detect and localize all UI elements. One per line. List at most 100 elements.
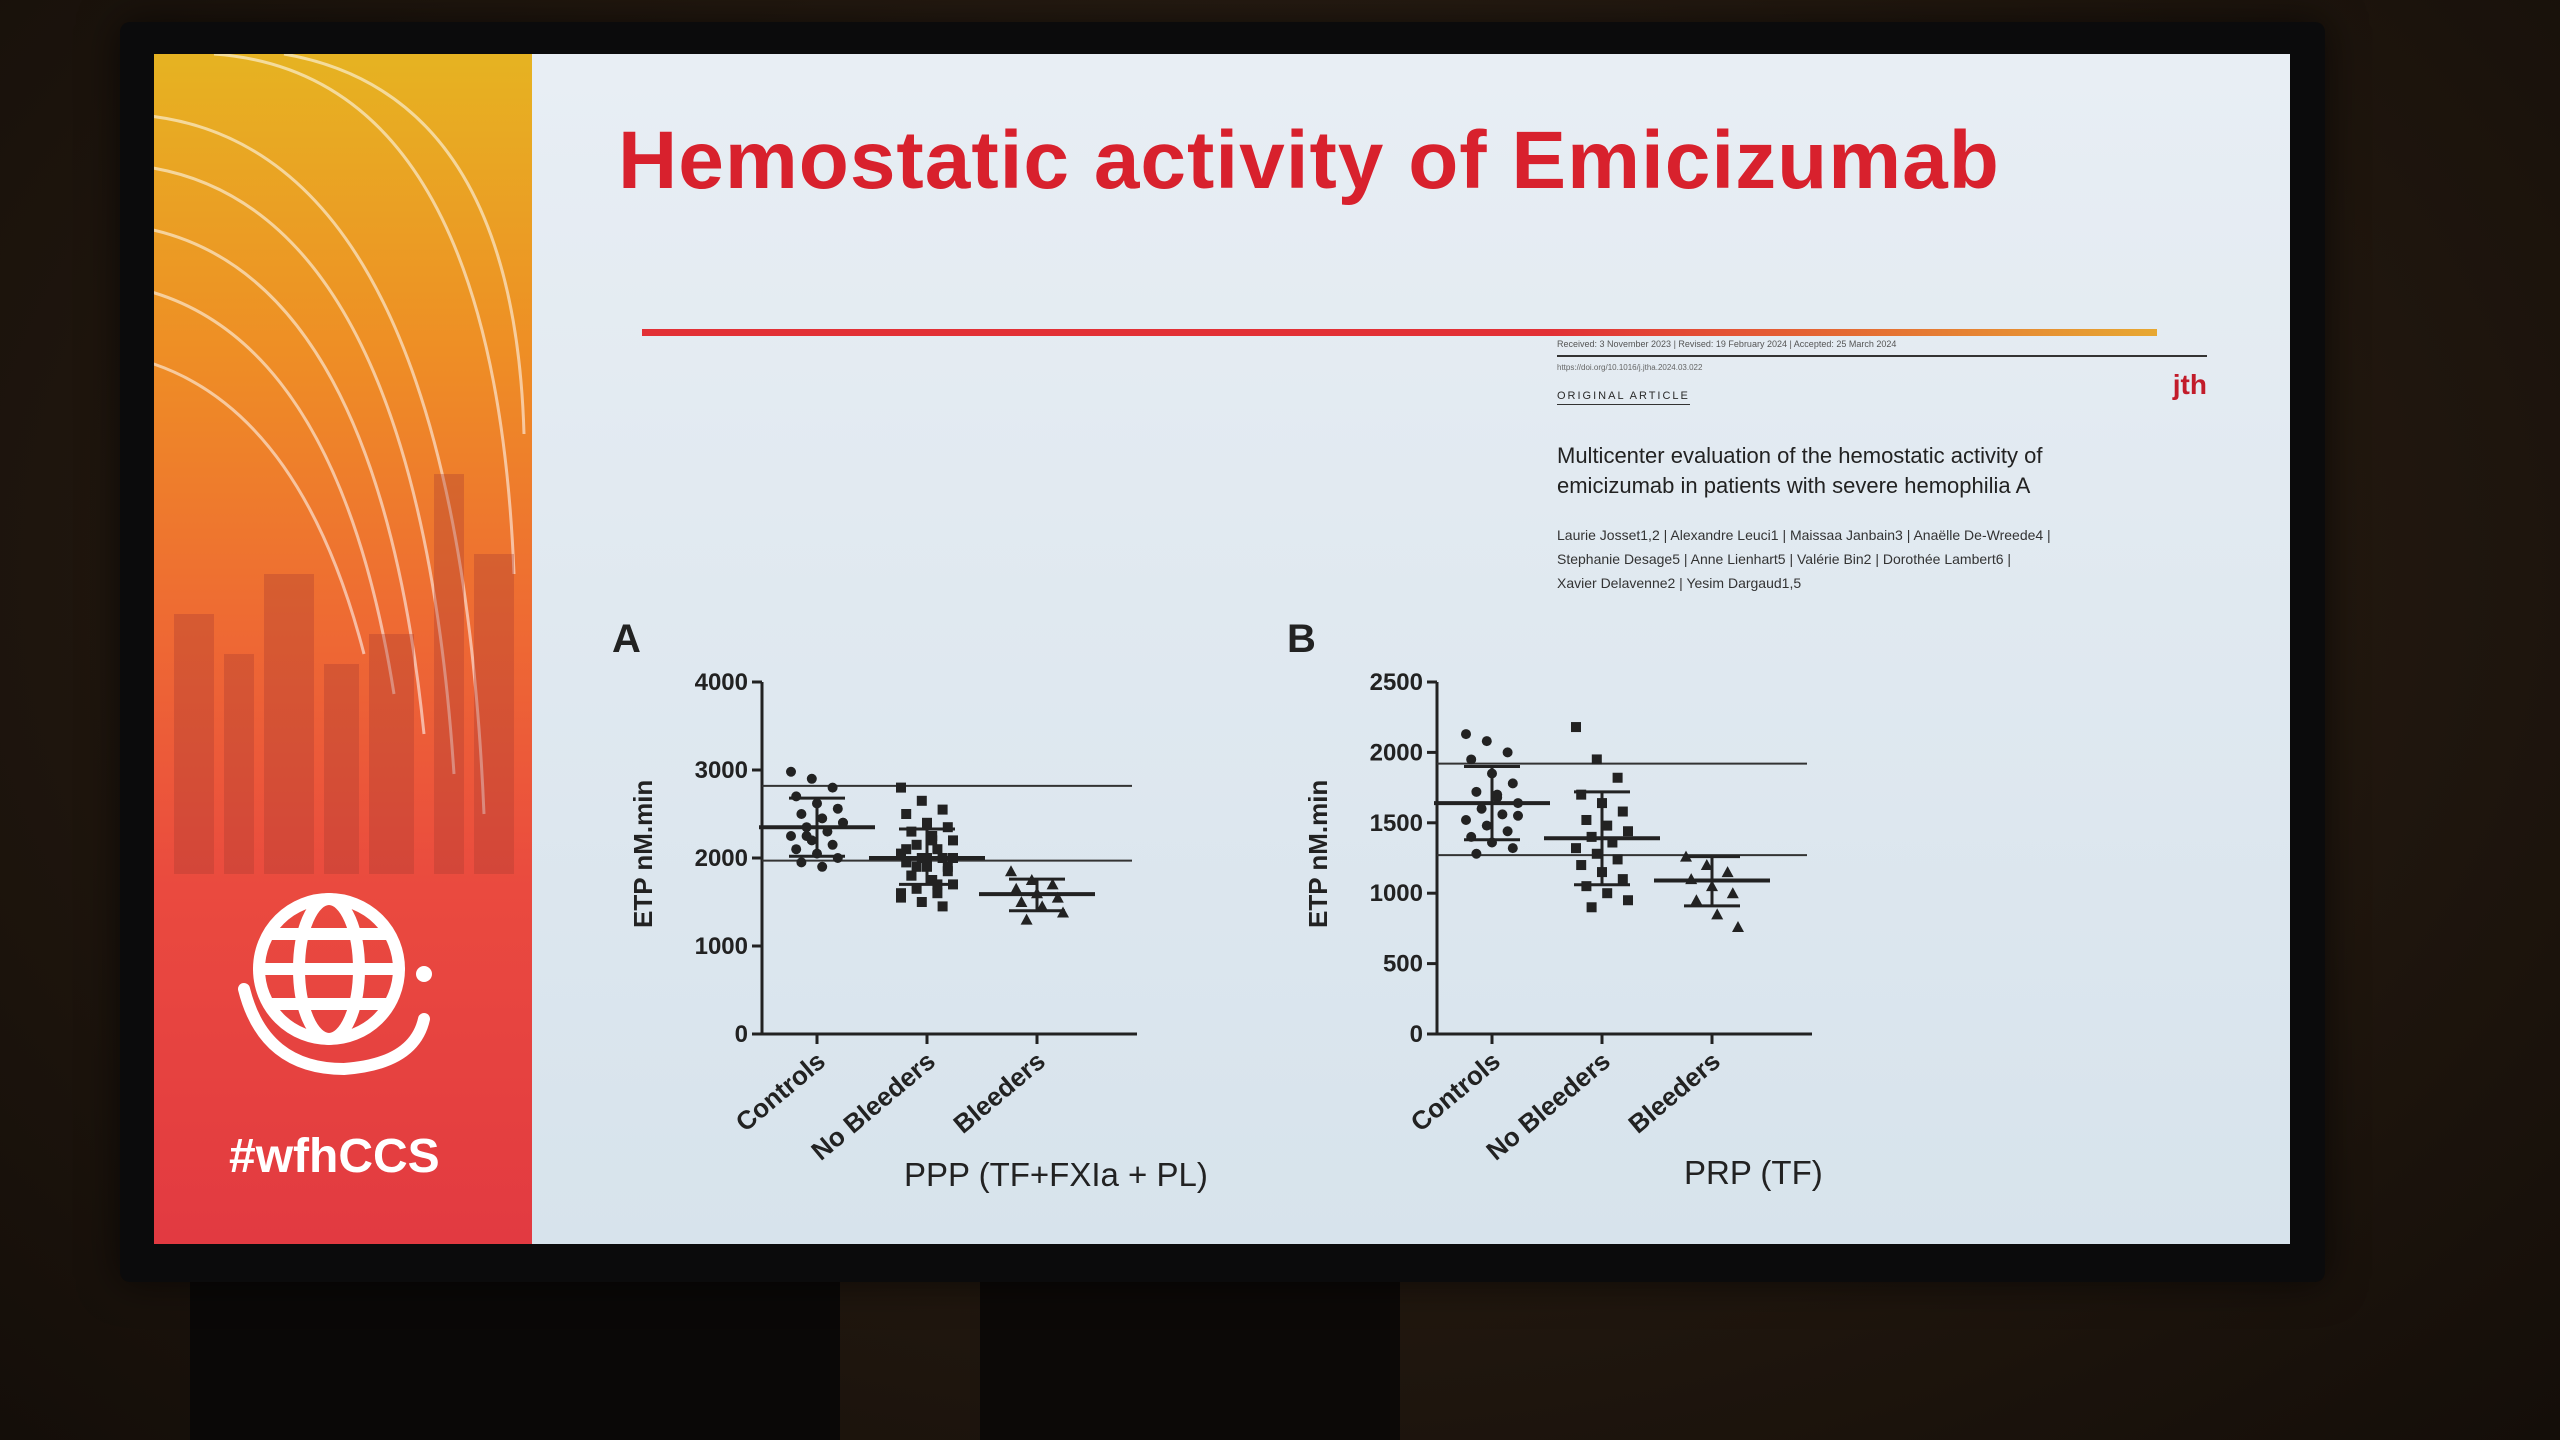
x-tick-label: Bleeders <box>947 1046 1050 1140</box>
data-point <box>1623 826 1633 837</box>
data-point <box>932 888 943 899</box>
data-point <box>896 888 906 899</box>
y-tick-label: 0 <box>1410 1021 1423 1048</box>
data-point <box>1513 810 1523 821</box>
data-point <box>1502 747 1513 758</box>
data-point <box>1471 848 1482 859</box>
data-point <box>1487 768 1497 779</box>
data-point <box>896 848 906 859</box>
data-point <box>1597 867 1607 878</box>
data-point <box>906 826 917 837</box>
data-point <box>1497 809 1508 820</box>
data-point <box>1461 729 1471 740</box>
data-point <box>791 791 802 802</box>
data-point <box>1571 722 1581 733</box>
authors-line: Stephanie Desage5 | Anne Lienhart5 | Val… <box>1557 551 2012 567</box>
data-point <box>927 875 938 885</box>
title-rule <box>642 329 2157 336</box>
chart-a-caption: PPP (TF+FXIa + PL) <box>904 1156 1208 1193</box>
data-point <box>901 857 912 868</box>
data-point <box>1690 894 1703 906</box>
y-tick-label: 1500 <box>1370 810 1423 837</box>
data-point <box>1612 772 1623 783</box>
data-point <box>1476 803 1487 814</box>
data-point <box>1025 874 1038 885</box>
data-point <box>786 766 796 777</box>
y-tick-label: 2500 <box>1370 669 1423 696</box>
monitor-stand-left <box>190 1260 840 1440</box>
data-point <box>916 897 927 907</box>
data-point <box>1586 902 1597 913</box>
y-tick-label: 1000 <box>695 933 748 960</box>
data-point <box>1706 880 1718 892</box>
data-point <box>1680 850 1692 862</box>
y-tick-label: 500 <box>1383 951 1423 978</box>
panel-letter: B <box>1287 617 1316 661</box>
y-tick-label: 4000 <box>695 669 748 696</box>
data-point <box>1502 826 1513 837</box>
data-point <box>832 803 843 814</box>
data-point <box>827 839 838 850</box>
data-point <box>1481 736 1492 747</box>
data-point <box>927 835 938 846</box>
data-point <box>812 848 822 859</box>
panel-letter: A <box>612 617 641 661</box>
data-point <box>1591 848 1602 859</box>
x-tick-label: Controls <box>730 1046 831 1138</box>
data-point <box>911 839 922 850</box>
data-point <box>1617 874 1628 885</box>
data-point <box>1471 786 1482 797</box>
data-point <box>817 861 828 872</box>
slide-title: Hemostatic activity of Emicizumab <box>618 115 2000 206</box>
data-point <box>1466 754 1477 765</box>
article-title-line: Multicenter evaluation of the hemostatic… <box>1557 443 2043 468</box>
data-point <box>1576 789 1587 800</box>
data-point <box>1507 843 1518 854</box>
data-point <box>796 857 807 868</box>
x-tick-label: Controls <box>1405 1046 1506 1138</box>
monitor-stand-right <box>980 1270 1400 1440</box>
data-point <box>1726 887 1739 899</box>
data-point <box>1576 860 1587 871</box>
data-point <box>791 844 802 855</box>
data-point <box>901 809 912 819</box>
y-tick-label: 0 <box>735 1021 748 1048</box>
data-point <box>948 853 958 863</box>
authors-line: Xavier Delavenne2 | Yesim Dargaud1,5 <box>1557 575 1802 591</box>
data-point <box>932 844 943 855</box>
data-point <box>942 861 953 872</box>
data-point <box>942 822 953 833</box>
article-title: Multicenter evaluation of the hemostatic… <box>1557 441 2207 501</box>
data-point <box>1046 878 1059 890</box>
data-point <box>1700 859 1713 871</box>
article-header: Received: 3 November 2023 | Revised: 19 … <box>1557 339 2207 595</box>
y-axis-label: ETP nM.min <box>628 780 658 928</box>
data-point <box>937 853 948 863</box>
data-point <box>812 798 822 809</box>
data-point <box>896 782 906 793</box>
data-point <box>1507 778 1518 789</box>
data-point <box>838 817 848 828</box>
data-point <box>1602 820 1613 831</box>
chart-b-caption: PRP (TF) <box>1684 1154 1823 1191</box>
data-point <box>822 826 833 837</box>
data-point <box>1513 798 1523 809</box>
data-point <box>1685 873 1698 885</box>
data-point <box>922 861 932 872</box>
journal-logo: jth <box>2172 369 2207 400</box>
data-point <box>1010 882 1023 894</box>
globe-hand-icon <box>238 893 432 1076</box>
data-point <box>906 870 917 881</box>
data-point <box>911 883 922 894</box>
data-point <box>1617 806 1628 817</box>
presentation-screen: #wfhCCS Hemostatic activity of Emicizuma… <box>154 54 2290 1244</box>
data-point <box>1571 843 1581 854</box>
data-point <box>948 879 958 890</box>
data-point <box>1721 866 1734 878</box>
x-tick-label: Bleeders <box>1622 1046 1725 1140</box>
data-point <box>1607 837 1618 848</box>
data-point <box>1711 908 1724 920</box>
data-point <box>932 879 943 890</box>
data-point <box>1005 865 1017 877</box>
hashtag-label: #wfhCCS <box>229 1130 440 1183</box>
